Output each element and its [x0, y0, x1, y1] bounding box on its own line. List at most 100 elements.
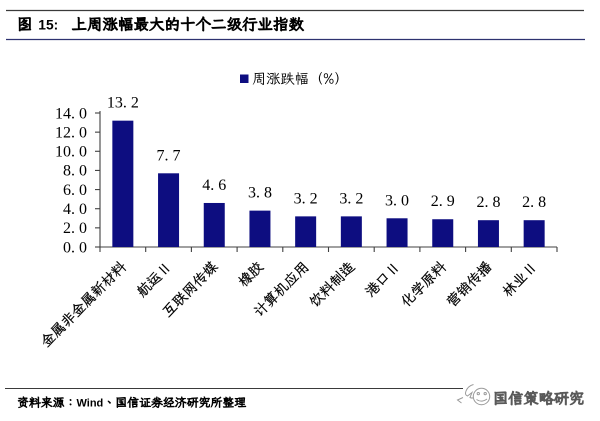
bar: [386, 218, 408, 247]
cjk-glyph: [50, 321, 67, 339]
cjk-glyph: [107, 400, 111, 404]
cjk-glyph: [247, 261, 265, 279]
cjk-glyph: [118, 16, 133, 32]
cjk-glyph: [199, 396, 211, 408]
y-tick-label: 0. 0: [63, 239, 87, 256]
cjk-glyph: [524, 263, 536, 275]
cjk-glyph: [476, 260, 492, 277]
cjk-glyph: [446, 291, 461, 307]
cjk-glyph: [182, 281, 198, 297]
x-category-label: [364, 263, 399, 298]
cjk-glyph: [210, 396, 223, 408]
cjk-glyph: [69, 399, 72, 406]
cjk-glyph: [71, 16, 87, 31]
cjk-glyph: [295, 72, 308, 85]
bar-value-label: 2. 8: [522, 194, 546, 211]
cjk-glyph: [569, 390, 584, 406]
cjk-glyph: [411, 281, 425, 296]
cjk-glyph: [80, 291, 97, 309]
watermark-logo-fish-icon: [465, 384, 476, 399]
cjk-glyph: [195, 16, 212, 32]
cjk-glyph: [102, 17, 119, 32]
cjk-glyph: [73, 303, 87, 318]
cjk-glyph: [149, 16, 165, 32]
cjk-glyph: [330, 270, 346, 286]
latin-text-run: 15:: [38, 18, 58, 33]
bar: [203, 202, 225, 247]
cjk-glyph: [87, 17, 101, 32]
cjk-glyph: [90, 281, 106, 298]
cjk-glyph: [162, 301, 179, 318]
cjk-glyph: [420, 271, 436, 289]
cjk-glyph: [139, 397, 152, 408]
cjk-glyph: [539, 390, 555, 406]
cjk-glyph: [158, 263, 170, 275]
watermark-logo: [456, 384, 491, 406]
cjk-glyph: [257, 17, 273, 31]
cjk-glyph: [288, 16, 305, 32]
cjk-glyph: [52, 397, 65, 408]
cjk-glyph: [238, 272, 254, 287]
cjk-glyph: [401, 293, 417, 307]
cjk-glyph: [387, 263, 399, 275]
cjk-glyph: [494, 391, 508, 406]
x-category-label: [502, 263, 536, 297]
cjk-glyph: [263, 291, 278, 308]
x-category-label: [42, 261, 127, 348]
legend-label: [252, 71, 339, 85]
cjk-glyph: [284, 272, 300, 288]
cjk-glyph: [280, 72, 295, 85]
cjk-glyph: [171, 291, 189, 307]
x-category-label: [401, 261, 447, 307]
cjk-glyph: [110, 261, 127, 277]
cjk-glyph: [523, 390, 539, 406]
cjk-glyph: [318, 71, 323, 85]
cjk-glyph: [29, 396, 42, 409]
cjk-glyph: [508, 390, 524, 406]
bar: [340, 216, 362, 247]
legend-marker: [240, 74, 249, 83]
bar: [112, 120, 134, 247]
cjk-glyph: [273, 282, 290, 297]
bar-value-label: 7. 7: [157, 147, 181, 164]
y-tick-label: 10. 0: [55, 144, 87, 161]
watermark: [456, 384, 584, 406]
cjk-glyph: [339, 262, 356, 278]
cjk-glyph: [253, 302, 268, 316]
source-note: Wind: [17, 396, 247, 410]
cjk-glyph: [101, 272, 116, 287]
watermark-logo-eye-left: [476, 391, 480, 396]
cjk-glyph: [502, 282, 518, 297]
cjk-glyph: [61, 312, 75, 327]
cjk-glyph: [335, 71, 339, 85]
figure-label: 15:: [18, 17, 58, 33]
bar: [523, 220, 545, 247]
bar-value-label: 13. 2: [107, 95, 139, 112]
cjk-glyph: [430, 261, 447, 277]
cjk-glyph: [376, 273, 388, 285]
cjk-glyph: [293, 261, 309, 279]
y-tick-label: 2. 0: [63, 220, 87, 237]
x-category-label: [137, 263, 170, 299]
bar-value-label: 3. 2: [339, 190, 363, 207]
plot-area: 0. 0 2. 0 4. 0 6. 0 8. 0 10. 0 12. 0 14. 0 13. 2 7. 7 4. 6 3. 8…: [42, 95, 558, 348]
cjk-glyph: [467, 272, 482, 287]
chart-legend: [240, 71, 339, 85]
cjk-glyph: [151, 396, 164, 409]
cjk-glyph: [234, 397, 247, 408]
figure-caption: 15:: [18, 16, 305, 33]
bar: [249, 210, 271, 247]
watermark-logo-fish-tail: [456, 397, 464, 404]
x-category-label: [162, 261, 219, 318]
bar-value-label: 3. 2: [294, 190, 318, 207]
cjk-glyph: [163, 396, 175, 408]
cjk-glyph: [146, 271, 163, 287]
watermark-text: [494, 390, 584, 406]
cjk-glyph: [193, 272, 207, 287]
cjk-glyph: [18, 17, 32, 32]
y-tick-label: 12. 0: [55, 124, 87, 141]
cjk-glyph: [186, 397, 199, 408]
cjk-glyph: [323, 73, 334, 85]
